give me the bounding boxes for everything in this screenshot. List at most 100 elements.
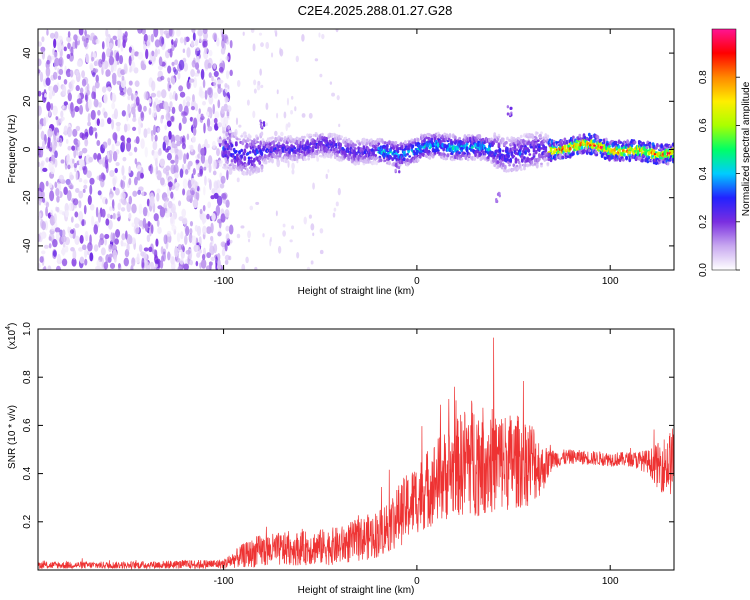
heatmap-cell (258, 32, 263, 36)
heatmap-cell (601, 152, 605, 156)
heatmap-cell (537, 145, 541, 149)
heatmap-cell (378, 137, 382, 142)
heatmap-cell (430, 137, 434, 141)
heatmap-cell (115, 51, 120, 62)
heatmap-cell (495, 198, 498, 202)
heatmap-cell (164, 124, 168, 131)
heatmap-cell (496, 164, 500, 168)
heatmap-cell (40, 130, 45, 141)
heatmap-cell (186, 152, 189, 160)
heatmap-cell (183, 36, 187, 46)
heatmap-cell (217, 253, 221, 261)
heatmap-cell (204, 89, 208, 100)
heatmap-cell (56, 206, 60, 213)
heatmap-cell (85, 53, 90, 63)
heatmap-cell (134, 80, 140, 88)
heatmap-cell (141, 257, 145, 269)
heatmap-cell (179, 37, 184, 44)
heatmap-cell (41, 190, 45, 199)
heatmap-cell (114, 167, 118, 174)
heatmap-cell (208, 163, 212, 174)
heatmap-cell (524, 163, 527, 167)
heatmap-cell (58, 174, 65, 182)
heatmap-cell (100, 247, 106, 256)
spectrogram-ytick-label: -20 (22, 190, 33, 205)
heatmap-cell (463, 134, 467, 139)
heatmap-cell (222, 199, 227, 204)
heatmap-cell (526, 157, 530, 163)
heatmap-cell (257, 168, 261, 173)
heatmap-cell (670, 149, 674, 154)
heatmap-cell (62, 84, 67, 96)
heatmap-cell (224, 259, 229, 265)
heatmap-cell (192, 127, 197, 136)
heatmap-cell (285, 156, 289, 160)
heatmap-cell (154, 259, 160, 265)
spectrogram-ytick-label: -40 (22, 238, 33, 253)
heatmap-cell (88, 126, 94, 136)
heatmap-cell (510, 106, 513, 110)
heatmap-cell (243, 171, 247, 176)
heatmap-cell (92, 72, 96, 78)
heatmap-cell (478, 134, 482, 140)
heatmap-cell (146, 234, 151, 243)
heatmap-cell (128, 212, 132, 220)
heatmap-cell (559, 156, 563, 160)
heatmap-cell (520, 152, 524, 156)
heatmap-cell (111, 143, 115, 153)
heatmap-cell (131, 48, 135, 57)
heatmap-cell (563, 141, 567, 145)
heatmap-cell (470, 146, 474, 149)
heatmap-cell (255, 201, 260, 205)
heatmap-cell (55, 231, 60, 242)
heatmap-cell (242, 31, 245, 36)
heatmap-cell (198, 249, 203, 254)
heatmap-cell (501, 137, 505, 141)
heatmap-cell (414, 142, 418, 147)
heatmap-cell (314, 146, 318, 149)
heatmap-cell (128, 151, 133, 157)
heatmap-cell (563, 144, 567, 149)
spectrogram-xlabel: Height of straight line (km) (298, 286, 415, 297)
heatmap-cell (246, 152, 250, 156)
heatmap-cell (198, 236, 202, 247)
heatmap-cell (91, 57, 95, 62)
heatmap-cell (106, 37, 109, 48)
heatmap-cell (38, 58, 42, 67)
heatmap-cell (336, 95, 340, 101)
heatmap-cell (126, 243, 130, 252)
heatmap-cell (170, 215, 174, 225)
heatmap-cell (170, 191, 174, 199)
heatmap-cell (309, 133, 313, 137)
heatmap-cell (152, 249, 158, 255)
heatmap-cell (443, 143, 447, 147)
heatmap-cell (200, 68, 205, 80)
heatmap-cell (217, 99, 221, 109)
heatmap-cell (122, 138, 126, 149)
heatmap-cell (165, 165, 171, 172)
heatmap-cell (148, 98, 152, 104)
heatmap-cell (591, 145, 594, 150)
heatmap-cell (217, 85, 222, 95)
heatmap-cell (58, 58, 63, 65)
heatmap-cell (406, 143, 409, 146)
heatmap-cell (210, 195, 215, 200)
heatmap-cell (177, 243, 183, 251)
heatmap-cell (54, 227, 61, 233)
heatmap-cell (282, 223, 286, 228)
snr-frame (37, 328, 675, 571)
heatmap-cell (310, 260, 314, 265)
heatmap-cell (285, 123, 288, 132)
heatmap-cell (144, 146, 148, 158)
heatmap-cell (183, 153, 187, 165)
heatmap-cell (479, 152, 483, 156)
heatmap-cell (519, 134, 523, 138)
heatmap-cell (375, 160, 379, 166)
heatmap-cell (338, 123, 341, 128)
heatmap-cell (45, 77, 51, 86)
heatmap-cell (310, 223, 315, 231)
heatmap-cell (117, 211, 121, 218)
heatmap-cell (50, 209, 54, 216)
heatmap-cell (69, 184, 74, 190)
heatmap-cell (47, 127, 53, 138)
